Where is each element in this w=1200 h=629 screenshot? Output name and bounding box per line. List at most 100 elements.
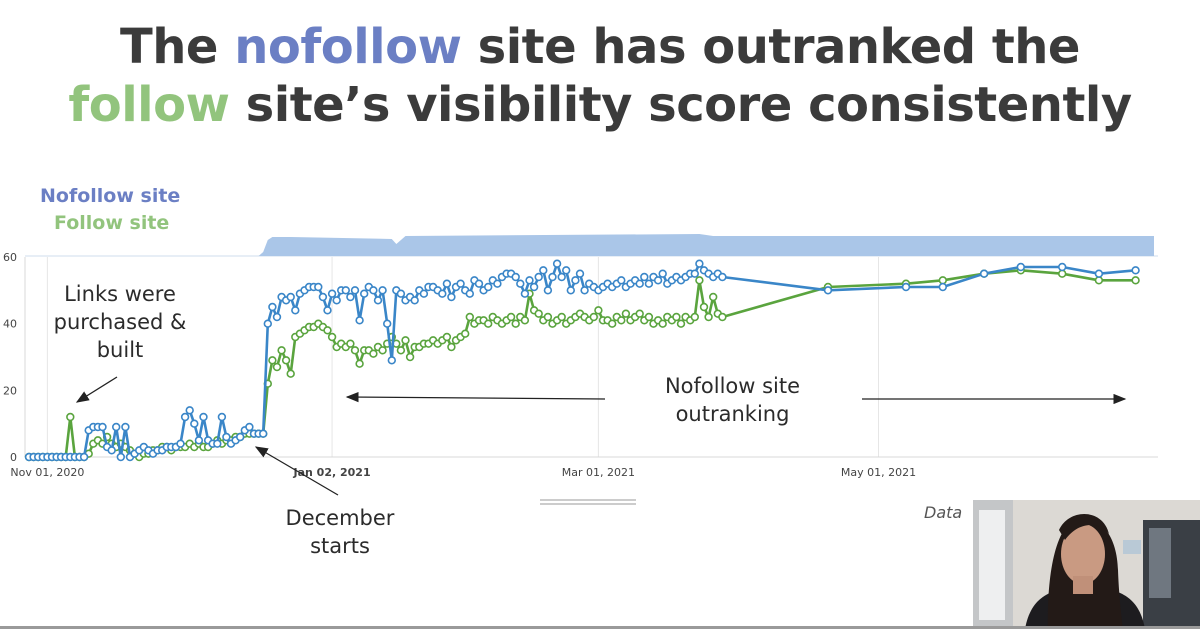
- annotation-line: starts: [310, 534, 370, 558]
- data-point: [589, 312, 598, 322]
- data-point: [341, 286, 350, 295]
- annotation-arrows: [75, 376, 1127, 505]
- data-point: [272, 362, 282, 372]
- data-point: [938, 276, 947, 285]
- data-point: [461, 329, 470, 338]
- data-point: [111, 422, 121, 432]
- legend-nofollow: Nofollow site: [40, 185, 181, 207]
- data-point: [346, 292, 355, 302]
- x-tick-label: Mar 01, 2021: [562, 466, 635, 479]
- data-point: [346, 339, 355, 348]
- data-point: [676, 319, 686, 328]
- data-point: [176, 439, 185, 448]
- chart-overview: [25, 234, 1158, 257]
- data-point: [323, 326, 332, 335]
- headline-part: site has outranked the: [461, 19, 1081, 75]
- data-point: [617, 276, 626, 285]
- data-point: [644, 279, 654, 288]
- data-point: [180, 412, 190, 422]
- data-point: [695, 276, 704, 285]
- data-point: [718, 312, 727, 322]
- data-point: [552, 259, 562, 268]
- arrow-outranking-left: [345, 391, 606, 403]
- data-point: [396, 346, 406, 355]
- data-point: [456, 279, 465, 288]
- data-point: [79, 452, 89, 462]
- y-axis-ticks: 0 20 40 60: [3, 251, 17, 464]
- data-point: [286, 369, 295, 378]
- data-point: [268, 302, 277, 312]
- data-point: [658, 269, 667, 278]
- data-point: [314, 282, 323, 292]
- annotation-nofollow-outranking: Nofollow site outranking: [630, 372, 835, 428]
- data-point: [484, 282, 493, 292]
- data-point: [699, 302, 709, 312]
- data-point: [465, 289, 474, 298]
- data-point: [263, 319, 272, 328]
- data-point: [327, 332, 337, 342]
- data-point: [291, 306, 300, 315]
- data-point: [690, 269, 699, 278]
- data-point: [190, 419, 199, 428]
- data-point: [1094, 269, 1104, 278]
- annotation-december-starts: December starts: [250, 504, 430, 560]
- presenter-webcam: [973, 500, 1200, 629]
- data-point: [653, 276, 663, 285]
- data-point: [718, 272, 727, 282]
- headline-nofollow-word: nofollow: [234, 19, 462, 75]
- headline-line-2: follow site’s visibility score consisten…: [0, 76, 1200, 134]
- data-point: [529, 282, 539, 292]
- x-tick-label: Jan 02, 2021: [293, 466, 371, 479]
- data-point: [369, 286, 378, 295]
- data-point: [107, 446, 116, 455]
- data-point: [1057, 269, 1067, 278]
- data-point: [594, 306, 603, 315]
- data-point: [245, 422, 254, 432]
- data-point: [474, 279, 484, 288]
- data-point: [419, 289, 429, 298]
- y-tick-label: 40: [3, 318, 17, 331]
- bottom-rule: [0, 626, 1200, 629]
- data-point: [557, 272, 566, 282]
- annotation-line: outranking: [675, 402, 790, 426]
- legend-follow: Follow site: [54, 212, 170, 234]
- data-point: [447, 342, 456, 352]
- data-point: [442, 279, 452, 288]
- x-tick-label: May 01, 2021: [841, 466, 916, 479]
- headline-line-1: The nofollow site has outranked the: [0, 18, 1200, 76]
- data-point: [323, 306, 332, 315]
- data-point: [442, 332, 452, 342]
- data-point: [272, 312, 282, 322]
- data-point: [635, 279, 644, 288]
- data-point: [704, 312, 713, 322]
- annotation-line: built: [96, 338, 144, 362]
- data-point: [213, 439, 222, 448]
- data-point: [511, 319, 520, 328]
- data-point: [355, 316, 364, 325]
- data-point: [566, 286, 575, 295]
- data-point: [438, 289, 447, 298]
- x-axis-ticks: Nov 01, 2020 Jan 02, 2021 Mar 01, 2021 May …: [10, 466, 916, 479]
- annotation-line: Nofollow site: [664, 374, 801, 398]
- data-point: [644, 312, 654, 322]
- headline-follow-word: follow: [68, 77, 230, 133]
- arrow-december: [254, 446, 339, 496]
- data-label: Data: [924, 503, 963, 522]
- data-point: [373, 296, 383, 305]
- data-point: [327, 289, 337, 298]
- data-point: [520, 316, 530, 325]
- data-point: [222, 432, 231, 442]
- data-point: [1094, 276, 1104, 285]
- data-point: [318, 292, 328, 302]
- series-nofollow: [24, 259, 1140, 462]
- data-point: [286, 292, 295, 302]
- data-point: [543, 286, 553, 295]
- data-point: [259, 429, 268, 438]
- data-point: [410, 296, 419, 305]
- data-point: [405, 352, 415, 362]
- data-point: [1131, 266, 1140, 275]
- data-point: [539, 266, 548, 275]
- data-point: [378, 346, 387, 355]
- presenter-video-icon: [973, 500, 1200, 629]
